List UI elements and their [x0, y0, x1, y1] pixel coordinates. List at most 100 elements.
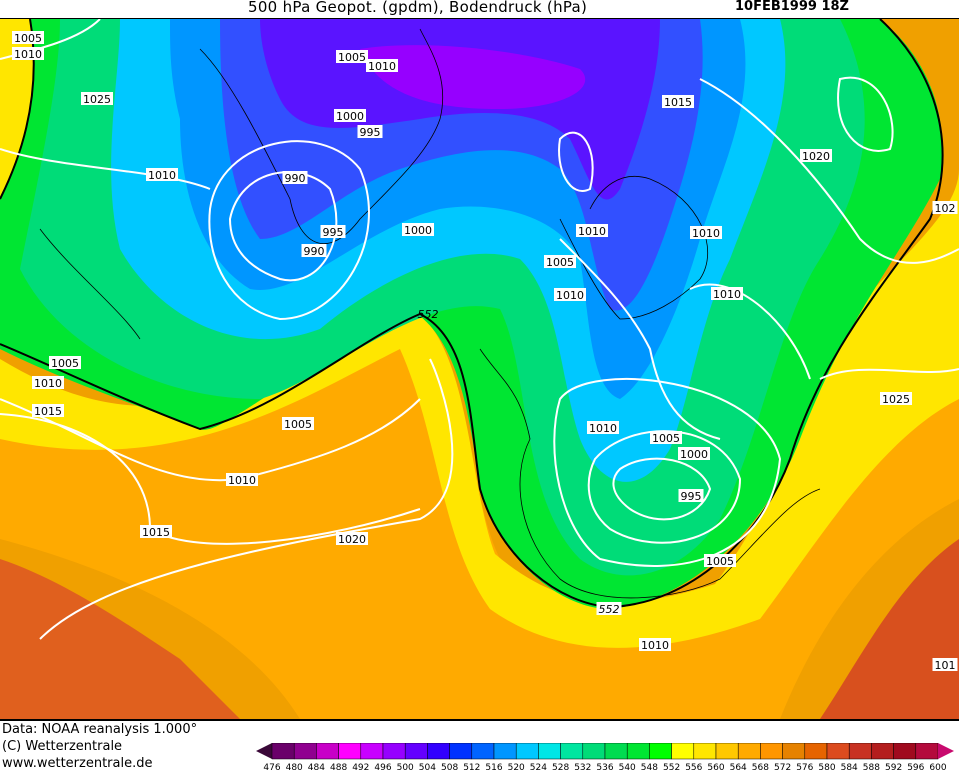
isobar-label: 1010 — [589, 422, 617, 435]
contour-552-label: 552 — [599, 603, 620, 616]
isobar-labels: 1005 1010 1025 1010 1005 1010 1000 995 990 995 990… — [12, 31, 958, 672]
isobar-label-box — [639, 638, 671, 651]
legend-tick-label: 488 — [330, 763, 347, 771]
isobar-label: 1010 — [713, 288, 741, 301]
legend-tick-label: 600 — [929, 763, 946, 771]
legend-tick-label: 568 — [752, 763, 769, 771]
isobar-label: 1010 — [14, 48, 42, 61]
isobar-label: 1000 — [404, 224, 432, 237]
isobar-label-box — [678, 489, 704, 502]
legend-tick-label: 508 — [441, 763, 458, 771]
legend-tick-label: 580 — [818, 763, 835, 771]
legend-tick-label: 496 — [374, 763, 391, 771]
isobar-label-box — [12, 31, 44, 44]
isobar-label-box — [678, 447, 710, 460]
isobar-label-box — [576, 224, 608, 237]
legend-tick-label: 520 — [508, 763, 525, 771]
isobar-label-box — [282, 171, 308, 184]
isobar-label-box — [544, 255, 576, 268]
isobar-label-box — [587, 421, 619, 434]
isobar-label-box — [357, 125, 383, 138]
isobar-label-box — [690, 226, 722, 239]
isobar-label-box — [554, 288, 586, 301]
isobar-label: 1010 — [34, 377, 62, 390]
coastlines — [39, 28, 821, 599]
legend-swatch — [915, 743, 939, 760]
legend-tick-label: 592 — [885, 763, 902, 771]
legend-swatch — [271, 743, 295, 760]
isobar-label-box — [596, 602, 622, 615]
legend-swatch — [449, 743, 473, 760]
isobar-label: 1005 — [51, 357, 79, 370]
legend-swatch — [737, 743, 761, 760]
website: www.wetterzentrale.de — [2, 756, 153, 771]
isobar-label: 1020 — [338, 533, 366, 546]
isobar-label: 1000 — [336, 110, 364, 123]
isobar-label: 995 — [360, 126, 381, 139]
legend-tick-label: 552 — [663, 763, 680, 771]
isobar-label: 990 — [285, 172, 306, 185]
contour-552-label: 552 — [418, 308, 439, 321]
isobar-label: 1005 — [652, 432, 680, 445]
isobar-label-box — [880, 392, 912, 405]
legend-tick-label: 524 — [530, 763, 547, 771]
legend-swatch — [782, 743, 806, 760]
legend-swatch — [538, 743, 561, 760]
isobar-label: 1005 — [338, 51, 366, 64]
legend-tick-label: 528 — [552, 763, 569, 771]
legend-swatch — [404, 743, 428, 760]
legend-tick-label: 564 — [730, 763, 747, 771]
legend-swatch — [560, 743, 584, 760]
isobar-label-box — [12, 47, 44, 60]
isobar-label: 1025 — [882, 393, 910, 406]
isobar-label-box — [366, 59, 398, 72]
isobar-label: 1020 — [802, 150, 830, 163]
legend-tick-label: 516 — [485, 763, 502, 771]
legend-swatch — [693, 743, 717, 760]
legend-tick-label: 572 — [774, 763, 791, 771]
band-orange — [0, 179, 959, 719]
isobar-label: 1025 — [83, 93, 111, 106]
legend-swatch — [893, 743, 917, 760]
legend-tick-label: 556 — [685, 763, 702, 771]
legend-swatch — [493, 743, 517, 760]
legend-tick-label: 480 — [286, 763, 303, 771]
legend-tick-label: 588 — [863, 763, 880, 771]
isobar-label-box — [334, 109, 366, 122]
warm-red-sw — [0, 559, 240, 719]
legend-tick-label: 540 — [619, 763, 636, 771]
legend-tick-label: 596 — [907, 763, 924, 771]
isobar-label-box — [301, 244, 327, 257]
isobar-label: 1005 — [284, 418, 312, 431]
weather-map: 1005 1010 1025 1010 1005 1010 1000 995 990 995 990… — [0, 19, 959, 719]
legend-swatch — [382, 743, 406, 760]
legend-underflow-arrow — [256, 743, 272, 759]
isobar-label-box — [711, 287, 743, 300]
contour-552 — [0, 19, 944, 609]
legend-tick-label: 536 — [596, 763, 613, 771]
legend-tick-label: 576 — [796, 763, 813, 771]
legend-tick-label: 548 — [641, 763, 658, 771]
legend-swatch — [671, 743, 695, 760]
legend-swatch — [848, 743, 872, 760]
isobar-label: 990 — [304, 245, 325, 258]
isobar-label-box — [932, 658, 958, 671]
legend-swatch — [804, 743, 828, 760]
isobar-label-box — [146, 168, 178, 181]
legend-tick-label: 532 — [574, 763, 591, 771]
isobar-label: 1010 — [641, 639, 669, 652]
isobar-label: 995 — [323, 226, 344, 239]
isobar-label-box — [704, 554, 736, 567]
isobar-label: 1005 — [546, 256, 574, 269]
isobar-label-box — [650, 431, 682, 444]
isobar-label: 1015 — [142, 526, 170, 539]
isobar-label-box — [81, 92, 113, 105]
legend-swatch — [760, 743, 783, 760]
isobar-label-box — [282, 417, 314, 430]
isobar-label-box — [32, 404, 64, 417]
legend-swatch — [715, 743, 739, 760]
map-title-bar: 500 hPa Geopot. (gpdm), Bodendruck (hPa)… — [0, 0, 959, 19]
copyright: (C) Wetterzentrale — [2, 739, 123, 754]
legend-tick-label: 476 — [263, 763, 280, 771]
legend-swatch — [604, 743, 628, 760]
